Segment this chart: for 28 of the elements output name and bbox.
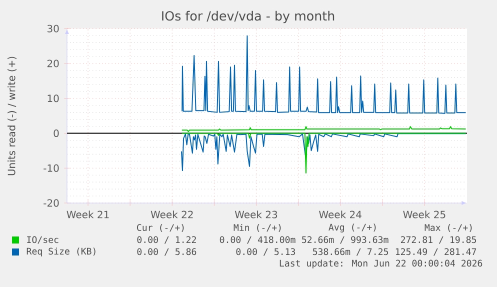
y-tick-label: 0: [54, 129, 59, 138]
y-axis-title: Units read (-) / write (+): [8, 56, 16, 176]
legend-label: Req Size (KB): [26, 248, 96, 256]
text: 0.00 / 418.00m: [220, 236, 296, 244]
text: Min (-/+): [234, 224, 281, 232]
text: Cur (-/+): [137, 224, 184, 232]
text: 0.00 / 5.86: [137, 248, 196, 256]
text: 538.66m / 7.25: [312, 248, 388, 256]
chart-title: IOs for /dev/vda - by month: [162, 10, 334, 24]
text: Avg (-/+): [328, 224, 376, 232]
text: 125.49 / 281.47: [396, 248, 476, 256]
x-tick-label: Week 23: [234, 210, 278, 218]
x-tick-label: Week 22: [150, 210, 193, 218]
text: 0.00 / 5.13: [236, 248, 296, 256]
y-tick-label: -10: [44, 164, 59, 172]
x-tick-label: Week 24: [319, 210, 362, 218]
x-tick-label: Week 21: [66, 210, 109, 218]
text: Last update: Mon Jun 22 00:00:04 2026: [280, 260, 482, 268]
y-tick-label: -20: [44, 199, 59, 207]
text: 0.00 / 1.22: [137, 236, 196, 244]
y-tick-label: 10: [48, 94, 59, 102]
x-tick-label: Week 25: [403, 210, 446, 218]
text: Max (-/+): [424, 224, 472, 232]
y-tick-label: 20: [47, 60, 59, 68]
text: 272.81 / 19.85: [400, 236, 476, 244]
legend-label: IO/sec: [27, 236, 58, 244]
y-tick-label: 30: [47, 24, 59, 32]
text: 52.66m / 993.63m: [302, 236, 388, 244]
